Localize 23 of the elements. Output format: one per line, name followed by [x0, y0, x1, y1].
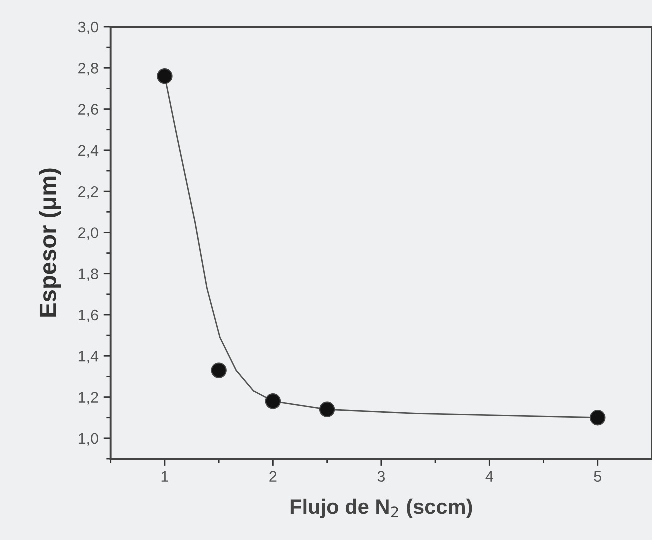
x-tick-label: 3 — [378, 471, 385, 482]
point — [265, 394, 282, 410]
x-tick-label: 2 — [270, 471, 277, 482]
x-tick-label: 4 — [486, 471, 494, 482]
y-tick-label: 1,8 — [78, 268, 98, 282]
y-tick-label: 1,6 — [78, 310, 98, 322]
point — [590, 410, 606, 426]
y-tick-label: 1,4 — [78, 351, 99, 364]
y-tick-label: 2,4 — [78, 145, 99, 158]
point — [211, 362, 227, 378]
x-tick-label: 5 — [594, 471, 602, 482]
x-tick-label: 1 — [162, 471, 168, 482]
y-tick-label: 2,2 — [78, 186, 98, 200]
y-tick-label: 1,0 — [78, 433, 98, 446]
y-axis-title: Espesor (μm) — [39, 168, 62, 317]
y-tick-label: 2,8 — [78, 63, 98, 76]
y-tick-label: 1,2 — [78, 392, 98, 405]
y-tick-label: 3,0 — [78, 22, 98, 34]
point — [319, 402, 336, 418]
y-tick-label: 2,0 — [78, 228, 98, 240]
point — [157, 68, 173, 84]
x-axis-title: Flujo de N$_{2}$ (sccm) — [290, 498, 472, 518]
y-tick-label: 2,6 — [78, 104, 98, 117]
